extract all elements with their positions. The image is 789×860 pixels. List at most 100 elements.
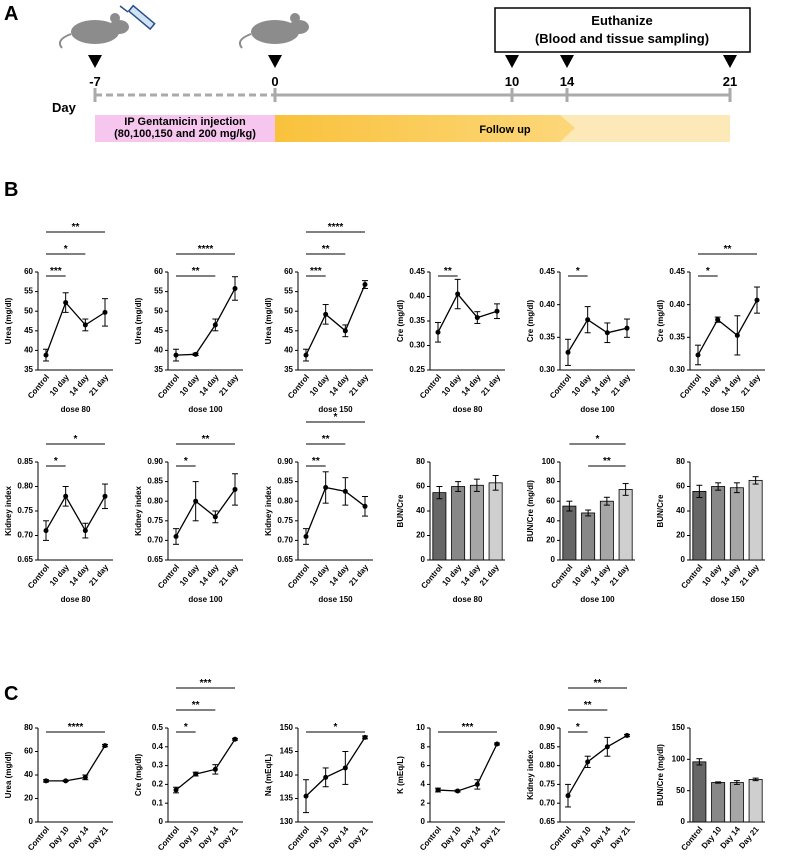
x-tick-label: 10 day — [48, 372, 71, 397]
followup-arrow — [275, 115, 575, 142]
day-tick-label: -7 — [89, 74, 101, 89]
y-tick-label: 0 — [421, 555, 426, 564]
point — [624, 325, 630, 331]
day-tick-label: 21 — [723, 74, 737, 89]
y-tick-label: 0.65 — [17, 555, 33, 564]
point — [193, 351, 199, 357]
y-tick-label: 145 — [280, 747, 294, 756]
x-tick-label: 21 day — [739, 372, 762, 397]
point — [303, 533, 309, 539]
y-axis-label: Urea (mg/dl) — [4, 751, 13, 798]
y-tick-label: 40 — [24, 346, 33, 355]
y-axis-label: BUN/Cre (mg/dl) — [656, 744, 665, 806]
x-tick-label: 14 day — [198, 372, 221, 397]
point — [232, 486, 238, 492]
point — [323, 484, 329, 490]
x-tick-label: Control — [679, 563, 704, 591]
y-tick-label: 0.30 — [669, 365, 685, 374]
significance-label: ** — [202, 434, 210, 445]
y-tick-label: 0.70 — [147, 536, 163, 545]
point — [754, 297, 760, 303]
point — [173, 352, 179, 358]
x-tick-label: Day 10 — [307, 824, 331, 850]
point — [173, 533, 179, 539]
x-axis-label: dose 80 — [453, 595, 483, 604]
significance-label: * — [334, 412, 338, 423]
line — [437, 743, 498, 792]
x-tick-label: 21 day — [479, 372, 502, 397]
significance-label: * — [576, 722, 580, 733]
point — [63, 493, 69, 499]
y-axis-label: Urea (mg/dl) — [264, 297, 273, 344]
bar — [692, 490, 707, 561]
significance-label: ** — [312, 456, 320, 467]
point — [435, 787, 441, 793]
x-axis-label: dose 100 — [580, 595, 615, 604]
injection-period — [95, 115, 275, 142]
significance-label: * — [74, 434, 78, 445]
line — [175, 738, 236, 791]
significance-label: ** — [192, 700, 200, 711]
point — [173, 787, 179, 793]
y-tick-label: 0.2 — [152, 780, 164, 789]
x-tick-label: 21 day — [347, 562, 370, 587]
y-tick-label: 45 — [154, 326, 163, 335]
y-tick-label: 50 — [24, 306, 33, 315]
bar — [729, 487, 744, 561]
point — [342, 328, 348, 334]
bar — [692, 761, 707, 823]
x-axis-label: dose 100 — [188, 405, 223, 414]
x-axis-label: dose 100 — [188, 595, 223, 604]
y-tick-label: 60 — [24, 267, 33, 276]
line — [305, 284, 366, 356]
y-tick-label: 0.4 — [152, 742, 164, 751]
y-axis-label: K (mEq/L) — [396, 756, 405, 794]
x-tick-label: 10 day — [178, 372, 201, 397]
mouse-icon — [238, 13, 309, 49]
y-tick-label: 135 — [280, 794, 294, 803]
y-tick-label: 0.5 — [152, 723, 164, 732]
y-tick-label: 0.90 — [147, 457, 163, 466]
significance-label: ** — [584, 700, 592, 711]
point — [63, 778, 69, 784]
y-tick-label: 0.80 — [147, 496, 163, 505]
significance-label: * — [576, 266, 580, 277]
point — [604, 744, 610, 750]
injection-doses: (80,100,150 and 200 mg/kg) — [114, 128, 256, 140]
y-tick-label: 40 — [416, 506, 425, 515]
y-tick-label: 55 — [154, 287, 163, 296]
x-tick-label: Day 21 — [609, 824, 633, 850]
point — [193, 771, 199, 777]
point — [232, 736, 238, 742]
significance-label: * — [54, 456, 58, 467]
significance-label: *** — [50, 266, 62, 277]
point — [494, 308, 500, 314]
x-tick-label: Control — [678, 373, 703, 401]
y-tick-label: 20 — [546, 536, 555, 545]
x-tick-label: Control — [548, 825, 573, 853]
bar — [469, 484, 484, 561]
x-tick-label: Day 14 — [67, 824, 91, 850]
y-tick-label: 0.30 — [539, 365, 555, 374]
y-tick-label: 0.70 — [17, 531, 33, 540]
x-tick-label: 21 day — [87, 372, 110, 397]
x-tick-label: Control — [286, 563, 311, 591]
y-tick-label: 0.70 — [539, 798, 555, 807]
y-tick-label: 6 — [421, 761, 426, 770]
x-tick-label: Day 14 — [589, 824, 613, 850]
x-axis-label: dose 150 — [318, 595, 353, 604]
y-tick-label: 45 — [24, 326, 33, 335]
significance-label: ** — [444, 266, 452, 277]
x-tick-label: 21 day — [738, 562, 761, 587]
y-tick-label: 0 — [29, 817, 34, 826]
y-tick-label: 80 — [416, 457, 425, 466]
x-tick-label: Day 14 — [459, 824, 483, 850]
y-tick-label: 60 — [676, 482, 685, 491]
x-tick-label: Control — [418, 373, 443, 401]
y-axis-label: Cre (mg/dl) — [396, 300, 405, 343]
line — [697, 299, 758, 356]
point — [362, 503, 368, 509]
y-tick-label: 60 — [154, 267, 163, 276]
x-tick-label: Control — [286, 373, 311, 401]
x-tick-label: Day 10 — [569, 824, 593, 850]
